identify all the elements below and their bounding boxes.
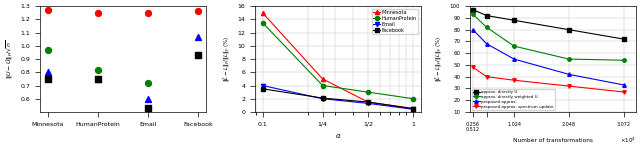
Point [143, 82, 154, 84]
Y-axis label: $\|\hat{L} - L\|_F/\|L\|_F$ (%): $\|\hat{L} - L\|_F/\|L\|_F$ (%) [433, 36, 444, 82]
proposed approx. [620, 84, 627, 86]
Email [410, 108, 417, 110]
proposed approx. spectrum update [620, 91, 627, 93]
Facebook [259, 88, 266, 90]
Point [93, 78, 103, 80]
proposed approx. spectrum update [469, 66, 477, 68]
Line: approx. directly weighted U: approx. directly weighted U [471, 13, 625, 62]
approx. directly U [483, 15, 490, 16]
approx. directly weighted U [483, 26, 490, 28]
Point [93, 78, 103, 80]
approx. directly U [620, 38, 627, 40]
Point [42, 71, 52, 74]
Email [259, 85, 266, 86]
Point [42, 78, 52, 80]
proposed approx. [483, 43, 490, 45]
X-axis label: Number of transformations: Number of transformations [513, 138, 593, 143]
Minnesota [319, 78, 326, 80]
approx. directly weighted U [510, 45, 518, 47]
Point [143, 12, 154, 14]
HumanProtein [410, 98, 417, 100]
Line: proposed approx. spectrum update: proposed approx. spectrum update [471, 66, 625, 94]
Legend: approx. directly U, approx. directly weighted U, proposed approx., proposed appr: approx. directly U, approx. directly wei… [472, 89, 554, 110]
Point [93, 68, 103, 71]
Legend: Minnesota, HumanProtein, Email, Facebook: Minnesota, HumanProtein, Email, Facebook [372, 9, 419, 34]
Line: proposed approx.: proposed approx. [471, 28, 625, 87]
HumanProtein [319, 85, 326, 86]
Point [193, 35, 204, 38]
approx. directly U [469, 9, 477, 11]
approx. directly weighted U [620, 59, 627, 61]
proposed approx. spectrum update [510, 79, 518, 81]
Point [93, 12, 103, 14]
proposed approx. spectrum update [565, 85, 573, 87]
Point [193, 54, 204, 56]
Point [193, 54, 204, 56]
Line: HumanProtein: HumanProtein [260, 21, 415, 101]
Line: Facebook: Facebook [260, 87, 415, 111]
Line: Minnesota: Minnesota [260, 11, 415, 111]
Facebook [410, 108, 417, 110]
HumanProtein [364, 91, 372, 93]
Minnesota [364, 101, 372, 103]
Email [319, 98, 326, 100]
Facebook [319, 97, 326, 99]
Line: approx. directly U: approx. directly U [471, 8, 625, 41]
Point [193, 10, 204, 13]
Line: Email: Email [260, 83, 415, 111]
proposed approx. [565, 73, 573, 75]
Point [143, 98, 154, 100]
Facebook [364, 101, 372, 103]
approx. directly weighted U [565, 58, 573, 60]
approx. directly U [510, 19, 518, 21]
approx. directly weighted U [469, 13, 477, 15]
Point [143, 107, 154, 109]
HumanProtein [259, 22, 266, 24]
Y-axis label: $\|U - \hat{U}\|_F/\sqrt{n}$: $\|U - \hat{U}\|_F/\sqrt{n}$ [4, 39, 15, 79]
proposed approx. spectrum update [483, 76, 490, 78]
approx. directly U [565, 29, 573, 31]
Minnesota [410, 108, 417, 110]
Point [42, 9, 52, 11]
Point [42, 49, 52, 51]
Y-axis label: $\|\hat{L} - L\|_F/\|L\|_F$ (%): $\|\hat{L} - L\|_F/\|L\|_F$ (%) [221, 36, 232, 82]
X-axis label: $\alpha$: $\alpha$ [335, 132, 341, 140]
proposed approx. [469, 29, 477, 31]
proposed approx. [510, 58, 518, 60]
Text: $\times 10^4$: $\times 10^4$ [620, 135, 636, 145]
Email [364, 102, 372, 104]
Minnesota [259, 12, 266, 14]
